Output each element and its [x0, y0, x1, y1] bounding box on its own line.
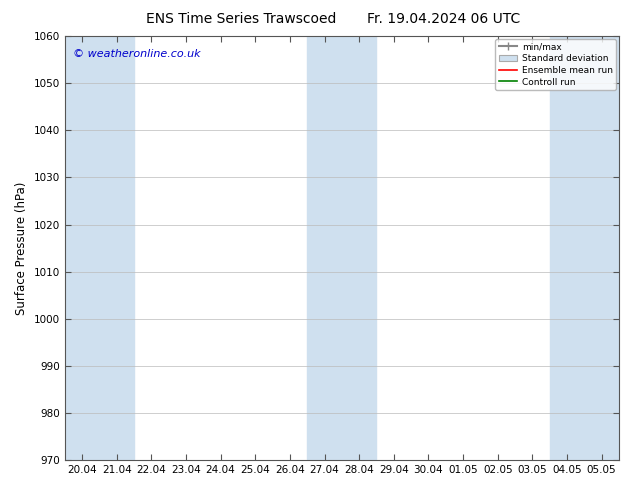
- Text: ENS Time Series Trawscoed: ENS Time Series Trawscoed: [146, 12, 336, 26]
- Legend: min/max, Standard deviation, Ensemble mean run, Controll run: min/max, Standard deviation, Ensemble me…: [496, 39, 616, 90]
- Text: © weatheronline.co.uk: © weatheronline.co.uk: [73, 49, 200, 59]
- Bar: [65, 36, 134, 460]
- Text: Fr. 19.04.2024 06 UTC: Fr. 19.04.2024 06 UTC: [367, 12, 521, 26]
- Bar: [307, 36, 377, 460]
- Y-axis label: Surface Pressure (hPa): Surface Pressure (hPa): [15, 181, 28, 315]
- Bar: [550, 36, 619, 460]
